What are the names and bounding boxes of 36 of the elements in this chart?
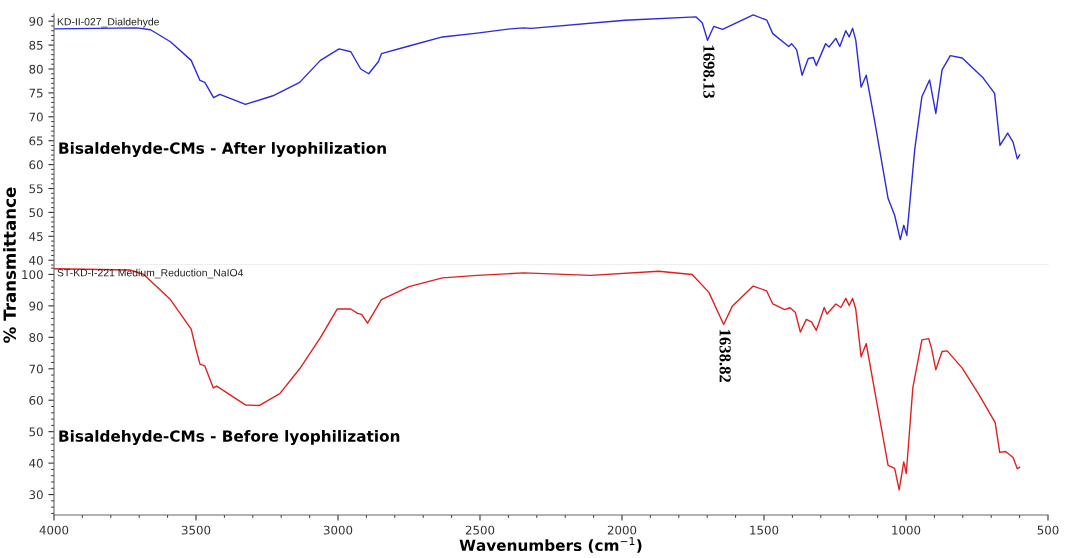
line-series <box>54 14 1021 241</box>
y-axis-title: % Transmittance <box>3 187 16 343</box>
annotation: KD-II-027_Dialdehyde <box>57 17 160 28</box>
annotation: Bisaldehyde-CMs - After lyophilization <box>59 142 386 157</box>
x-tick-label: 1500 <box>750 525 779 535</box>
annotation: 1698.13 <box>703 45 715 99</box>
x-tick-label: 2500 <box>465 525 495 535</box>
y-tick-label: 50 <box>29 427 43 437</box>
y-tick-label: 100 <box>22 270 43 280</box>
y-tick-label: 85 <box>29 40 43 50</box>
y-tick-label: 50 <box>29 208 43 218</box>
x-tick-label: 1000 <box>892 525 921 535</box>
x-axis-title: Wavenumbers (cm$^{−1}$) <box>459 537 642 553</box>
y-tick-label: 40 <box>29 458 43 468</box>
y-tick-label: 30 <box>29 490 43 500</box>
y-tick-label: 90 <box>29 16 43 26</box>
y-tick-label: 70 <box>29 112 43 122</box>
y-tick-label: 55 <box>29 184 43 194</box>
x-tick-label: 3500 <box>181 525 211 535</box>
x-tick-label: 2000 <box>607 525 637 535</box>
y-tick-label: 45 <box>29 232 43 241</box>
x-tick-label: 4000 <box>39 525 69 535</box>
x-tick-label: 3000 <box>323 525 353 535</box>
y-tick-label: 40 <box>29 255 43 265</box>
x-tick-label: 500 <box>1037 525 1059 535</box>
y-tick-label: 80 <box>29 64 43 74</box>
y-tick-label: 90 <box>29 301 43 311</box>
y-tick-label: 60 <box>29 395 43 405</box>
y-tick-label: 80 <box>29 333 43 342</box>
y-tick-label: 70 <box>29 364 43 374</box>
y-tick-label: 75 <box>29 88 43 98</box>
annotation: 1638.82 <box>719 329 731 383</box>
annotation: Bisaldehyde-CMs - Before lyophilization <box>59 430 400 445</box>
line-series <box>54 268 1021 491</box>
y-tick-label: 60 <box>29 160 43 170</box>
y-tick-label: 65 <box>29 136 43 146</box>
